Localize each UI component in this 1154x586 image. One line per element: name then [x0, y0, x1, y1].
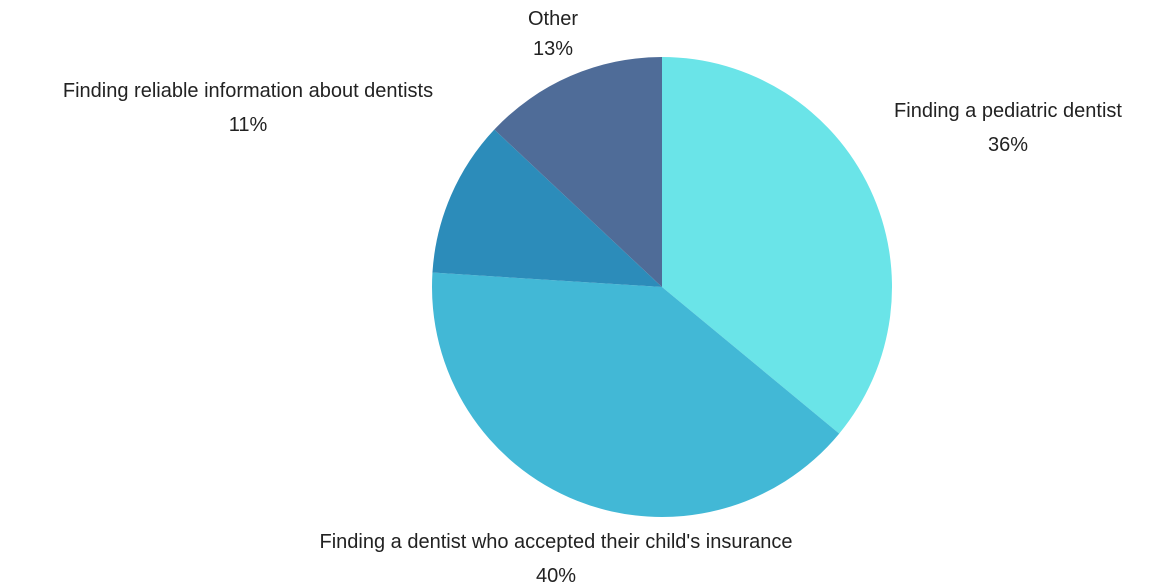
pie-slice: [432, 129, 662, 287]
pie-slice: [494, 57, 662, 287]
slice-value-label: 36%: [988, 134, 1028, 156]
pie-slices: [431, 57, 893, 518]
slice-category-label: Finding a pediatric dentist: [894, 100, 1122, 122]
slice-value-label: 40%: [536, 565, 576, 586]
slice-category-label: Finding a dentist who accepted their chi…: [320, 531, 793, 553]
pie-slice: [431, 272, 840, 518]
slice-value-label: 13%: [533, 38, 573, 60]
pie-slice: [662, 57, 893, 434]
slice-category-label: Other: [528, 8, 578, 30]
slice-value-label: 11%: [229, 114, 268, 136]
slice-category-label: Finding reliable information about denti…: [63, 80, 433, 102]
slice-labels: Finding a pediatric dentist 36% Finding a …: [63, 8, 1123, 586]
